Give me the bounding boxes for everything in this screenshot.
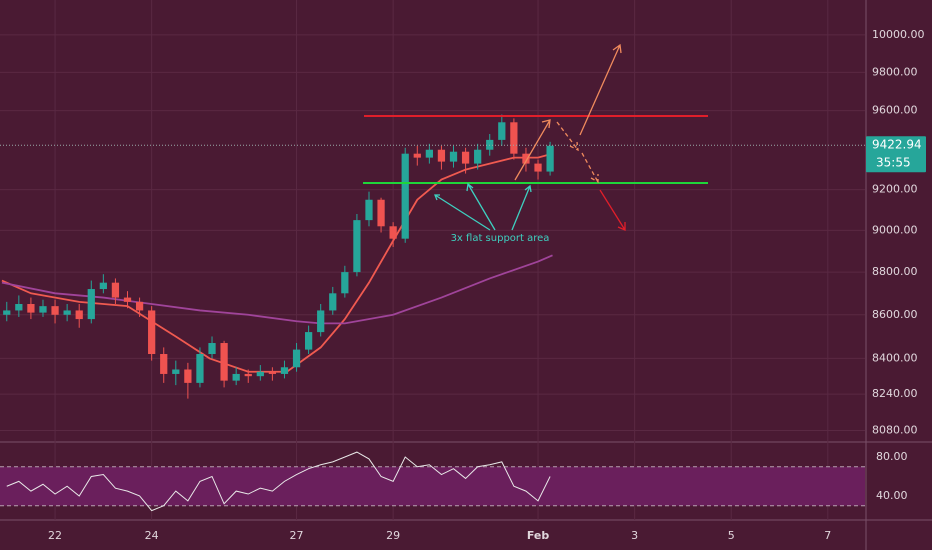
- x-tick-label: 24: [145, 529, 159, 542]
- x-tick-label: 7: [824, 529, 831, 542]
- x-tick-label: 5: [728, 529, 735, 542]
- candle-body: [160, 354, 168, 374]
- candle-body: [449, 151, 458, 162]
- candle-body: [365, 199, 373, 221]
- candle-body: [220, 343, 228, 381]
- rsi-line: [6, 451, 551, 512]
- x-tick-label: 29: [386, 529, 400, 542]
- candle-body: [196, 354, 204, 383]
- y-tick-label: 8800.00: [872, 265, 918, 278]
- candle-body: [389, 226, 397, 239]
- y-tick-label: 9200.00: [872, 183, 918, 196]
- y-tick-label: 8080.00: [872, 423, 918, 436]
- rsi-band: [0, 466, 865, 506]
- y-tick-label: 10000.00: [872, 28, 925, 41]
- candle-body: [534, 163, 542, 172]
- candle-body: [51, 306, 59, 315]
- candle-body: [510, 122, 518, 154]
- x-tick-label: 22: [48, 529, 62, 542]
- arrow: [511, 184, 532, 231]
- y-tick-label: 8240.00: [872, 387, 918, 400]
- price-box: [866, 136, 926, 173]
- arrow: [466, 182, 496, 231]
- candle-body: [123, 297, 132, 302]
- candle-body: [256, 371, 264, 377]
- arrow: [556, 121, 579, 152]
- candle-body: [546, 145, 554, 172]
- arrow: [434, 194, 491, 231]
- y-tick-label: 80.00: [876, 450, 908, 463]
- candle-body: [461, 151, 470, 164]
- arrow: [581, 152, 599, 184]
- candle-body: [39, 306, 47, 313]
- candle-body: [208, 343, 216, 355]
- candle-body: [111, 282, 120, 298]
- candle-body: [172, 369, 180, 374]
- arrow: [579, 43, 622, 136]
- candle-body: [413, 153, 421, 158]
- x-tick-label: Feb: [527, 529, 550, 542]
- x-tick-label: 27: [290, 529, 304, 542]
- price-label: 9422.94: [872, 138, 922, 152]
- y-tick-label: 9800.00: [872, 65, 918, 78]
- candle-body: [268, 371, 277, 374]
- candle-body: [329, 293, 337, 311]
- arrows: [514, 43, 626, 231]
- candle-body: [474, 149, 482, 164]
- candle-body: [27, 304, 35, 313]
- candle-body: [87, 289, 95, 320]
- y-tick-label: 40.00: [876, 489, 908, 502]
- candle-body: [317, 310, 325, 333]
- x-tick-label: 3: [631, 529, 638, 542]
- y-tick-label: 8600.00: [872, 308, 918, 321]
- candle-body: [75, 310, 83, 320]
- candle-body: [148, 310, 156, 355]
- candle-body: [425, 149, 433, 158]
- y-tick-label: 9000.00: [872, 223, 918, 236]
- candle-body: [184, 369, 192, 383]
- drawings: 3x flat support area: [363, 43, 708, 244]
- countdown: 35:55: [876, 156, 911, 170]
- y-tick-label: 8400.00: [872, 351, 918, 364]
- moving-average: [1, 254, 553, 325]
- candle-body: [244, 373, 252, 377]
- candle-body: [3, 310, 11, 315]
- candle-body: [437, 149, 446, 162]
- candle-body: [377, 199, 385, 227]
- plot: 10000.00 9800.00 9600.00 9200.00 9000.00 8800…: [0, 0, 926, 542]
- arrow: [599, 189, 626, 231]
- candle-body: [280, 367, 289, 374]
- annotation: 3x flat support area: [451, 233, 550, 244]
- candle-body: [353, 220, 361, 273]
- candle-body: [63, 310, 71, 315]
- candle-body: [522, 153, 530, 164]
- candle-body: [232, 373, 240, 381]
- candle-body: [341, 272, 349, 294]
- candle-body: [401, 153, 409, 239]
- candle-body: [135, 301, 144, 311]
- candle-body: [304, 332, 313, 350]
- candle-body: [498, 122, 506, 140]
- candle-body: [292, 349, 301, 368]
- y-tick-label: 9600.00: [872, 104, 918, 117]
- arrow: [514, 119, 551, 181]
- candle-body: [15, 304, 23, 311]
- support-arrows: [434, 182, 532, 231]
- candle-body: [99, 282, 107, 290]
